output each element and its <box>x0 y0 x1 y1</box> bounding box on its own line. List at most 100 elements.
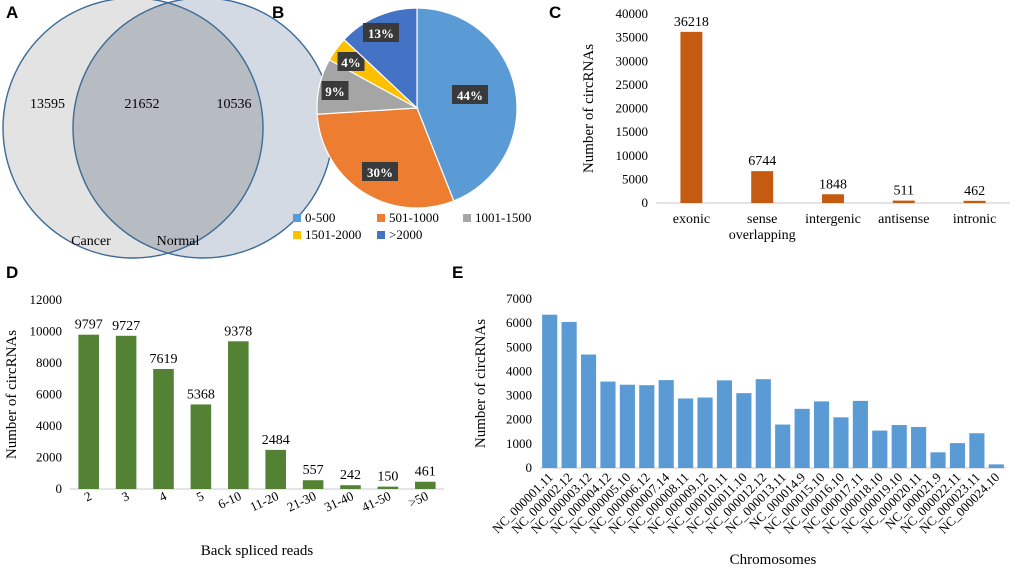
bar-nc-000007-14 <box>658 380 674 468</box>
data-label-5: 5368 <box>187 387 215 402</box>
bar-chart-circrna-types: 0 5000 10000 15000 20000 25000 30000 35000 40000… <box>581 6 1010 243</box>
bar-nc-000024-10 <box>988 464 1004 468</box>
x-tick-11-20: 11-20 <box>248 488 281 514</box>
bar-5 <box>190 404 212 489</box>
legend-item-1501-2000: 1501-2000 <box>305 227 361 242</box>
bar-nc-000019-10 <box>891 425 907 468</box>
data-label-50: 461 <box>415 465 436 480</box>
bar-nc-000002-12 <box>561 321 577 468</box>
data-label-11-20: 2484 <box>262 433 290 448</box>
bar-nc-000020-11 <box>911 426 927 468</box>
venn-intersection-value: 21652 <box>125 97 160 112</box>
y-tick-2000: 2000 <box>506 412 532 427</box>
bar-nc-000022-11 <box>949 443 966 468</box>
pie-chart: 44% 30% 9% 4% 13% <box>316 7 518 209</box>
bar-41-50 <box>377 486 399 489</box>
x-tick-sense-overlapping: sense overlapping <box>729 212 796 243</box>
legend-swatch-501-1000 <box>377 214 385 222</box>
legend-swatch-1001-1500 <box>463 214 471 222</box>
y-tick-10000: 10000 <box>30 324 63 339</box>
data-label-41-50: 150 <box>377 470 398 485</box>
bar-nc-000004-12 <box>600 381 616 468</box>
y-tick-0: 0 <box>56 481 63 496</box>
venn-diagram: 13595 21652 10536 Cancer Normal <box>2 0 334 259</box>
bar-nc-000015-10 <box>813 401 830 468</box>
data-label-3: 9727 <box>112 319 140 334</box>
legend-item-501-1000: 501-1000 <box>389 210 439 225</box>
y-tick-25000: 25000 <box>616 77 649 92</box>
venn-outline-cancer <box>2 0 264 259</box>
data-label-exonic: 36218 <box>674 15 709 30</box>
bar-exonic <box>680 31 703 203</box>
pie-slice-501-1000 <box>316 107 455 209</box>
bar-21-30 <box>302 480 324 489</box>
x-tick-41-50: 41-50 <box>359 488 393 514</box>
venn-intersection <box>73 2 263 254</box>
bar-nc-000023-11 <box>969 433 985 468</box>
y-tick-0: 0 <box>642 195 649 210</box>
data-label-intronic: 462 <box>964 184 985 199</box>
bar-nc-000014-9 <box>794 408 810 468</box>
y-tick-5000: 5000 <box>622 171 648 186</box>
venn-normal-only: 10536 <box>217 97 252 112</box>
bar-nc-000012-12 <box>755 379 771 468</box>
bar-nc-000017-11 <box>852 400 868 468</box>
bar-nc-000010-11 <box>716 380 733 468</box>
panel-label-e: E <box>452 263 463 282</box>
bar-31-40 <box>340 485 361 489</box>
x-tick-antisense: antisense <box>878 212 929 227</box>
y-tick-1000: 1000 <box>506 436 532 451</box>
x-tick-4: 4 <box>157 488 170 505</box>
bar-nc-000005-10 <box>619 384 635 468</box>
y-axis-label: Number of circRNAs <box>581 44 597 173</box>
pie-label-1501-2000: 4% <box>341 55 361 70</box>
y-tick-4000: 4000 <box>36 418 62 433</box>
y-axis-label: Number of circRNAs <box>473 319 489 448</box>
legend-item-1001-1500: 1001-1500 <box>475 210 531 225</box>
y-tick-6000: 6000 <box>36 387 62 402</box>
bar-nc-000016-10 <box>833 417 849 468</box>
y-tick-6000: 6000 <box>506 315 532 330</box>
legend-item-2000: >2000 <box>389 227 422 242</box>
bar-intronic <box>963 200 986 203</box>
bar-chart-chromosomes: 01000200030004000500060007000NC_000001.1… <box>473 291 1006 568</box>
bar-antisense <box>892 200 915 203</box>
legend-item-0-500: 0-500 <box>305 210 335 225</box>
bar-3 <box>115 335 137 489</box>
y-tick-3000: 3000 <box>506 388 532 403</box>
bar-chart-back-spliced-reads: 0 2000 4000 6000 8000 10000 12000 9797 2 9727 3 761… <box>4 292 444 559</box>
bar-nc-000018-10 <box>872 430 888 468</box>
pie-label-501-1000: 30% <box>367 165 393 180</box>
data-label-antisense: 511 <box>894 184 914 199</box>
x-tick-2: 2 <box>82 488 94 504</box>
panel-label-d: D <box>6 263 18 282</box>
bar-sense-overlapping <box>751 171 774 203</box>
x-axis-label: Back spliced reads <box>201 543 314 559</box>
x-tick-exonic: exonic <box>673 212 710 227</box>
x-axis-label: Chromosomes <box>730 552 817 568</box>
y-tick-5000: 5000 <box>506 339 532 354</box>
x-tick-5: 5 <box>194 488 206 504</box>
pie-label-box-2000 <box>363 23 399 42</box>
pie-legend: 0-500 501-1000 1001-1500 1501-2000 >2000 <box>293 210 531 242</box>
bar-nc-000008-11 <box>678 398 694 468</box>
legend-swatch-0-500 <box>293 214 301 222</box>
data-label-21-30: 557 <box>303 463 324 478</box>
legend-swatch-1501-2000 <box>293 231 301 239</box>
pie-label-0-500: 44% <box>457 88 483 103</box>
pie-label-box-1001-1500 <box>321 81 349 100</box>
x-tick-intronic: intronic <box>953 212 997 227</box>
y-tick-12000: 12000 <box>30 292 63 307</box>
y-tick-10000: 10000 <box>616 148 649 163</box>
panel-label-c: C <box>549 3 561 22</box>
bar-50 <box>415 481 436 489</box>
bar-nc-000011-10 <box>736 393 752 468</box>
venn-label-normal: Normal <box>157 234 200 249</box>
x-tick-50: >50 <box>406 488 431 510</box>
bar-nc-000001-11 <box>542 314 558 468</box>
y-tick-4000: 4000 <box>506 363 532 378</box>
y-tick-8000: 8000 <box>36 355 62 370</box>
x-tick-intergenic: intergenic <box>805 212 861 227</box>
venn-label-cancer: Cancer <box>71 234 111 249</box>
data-label-31-40: 242 <box>340 468 361 483</box>
